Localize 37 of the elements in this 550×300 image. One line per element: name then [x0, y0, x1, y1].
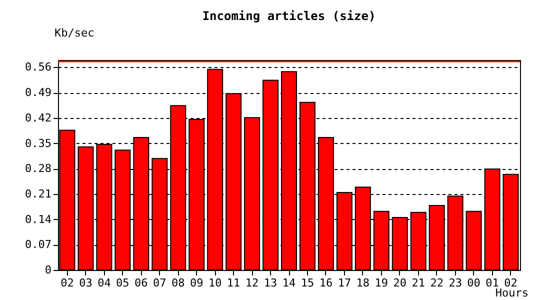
- y-tick-label: 0.28: [25, 162, 52, 176]
- x-tick-label: 10: [208, 276, 222, 290]
- y-tick-label: 0.42: [25, 111, 52, 124]
- y-tick-label: 0.21: [25, 187, 52, 200]
- x-tick-label: 09: [190, 276, 204, 290]
- x-tick-label: 21: [412, 276, 425, 290]
- x-tick-label: 18: [356, 276, 370, 290]
- y-tick-label: 0.49: [25, 86, 52, 100]
- x-tick-label: 06: [134, 276, 148, 290]
- y-axis-title: Kb/sec: [54, 26, 94, 40]
- x-tick-label: 07: [153, 276, 166, 290]
- y-tick-label: 0.35: [25, 136, 52, 150]
- x-tick-label: 04: [98, 276, 112, 290]
- y-tick-label: 0.07: [25, 238, 52, 252]
- x-tick-label: 03: [79, 276, 92, 290]
- x-tick-label: 23: [448, 276, 462, 290]
- x-tick-label: 17: [338, 276, 352, 290]
- x-tick-label: 16: [319, 276, 333, 290]
- x-tick-label: 01: [486, 276, 499, 290]
- x-tick-label: 02: [60, 276, 74, 290]
- x-axis-title: Hours: [495, 286, 528, 300]
- x-tick-label: 00: [467, 276, 480, 290]
- x-tick-label: 12: [245, 276, 259, 290]
- x-tick-label: 08: [171, 276, 185, 290]
- x-tick-label: 22: [430, 276, 444, 290]
- x-tick-label: 14: [282, 276, 296, 290]
- x-tick-label: 05: [116, 276, 130, 290]
- y-tick-label: 0: [44, 264, 52, 276]
- chart-title: Incoming articles (size): [202, 9, 376, 23]
- x-tick-label: 20: [393, 276, 407, 290]
- x-tick-label: 13: [264, 276, 278, 290]
- x-tick-label: 15: [300, 276, 314, 290]
- x-tick-label: 02: [504, 276, 518, 290]
- x-tick-label: 19: [374, 276, 388, 290]
- y-tick-label: 0.14: [25, 212, 52, 226]
- y-tick-label: 0.56: [25, 60, 52, 74]
- x-tick-label: 11: [226, 276, 240, 290]
